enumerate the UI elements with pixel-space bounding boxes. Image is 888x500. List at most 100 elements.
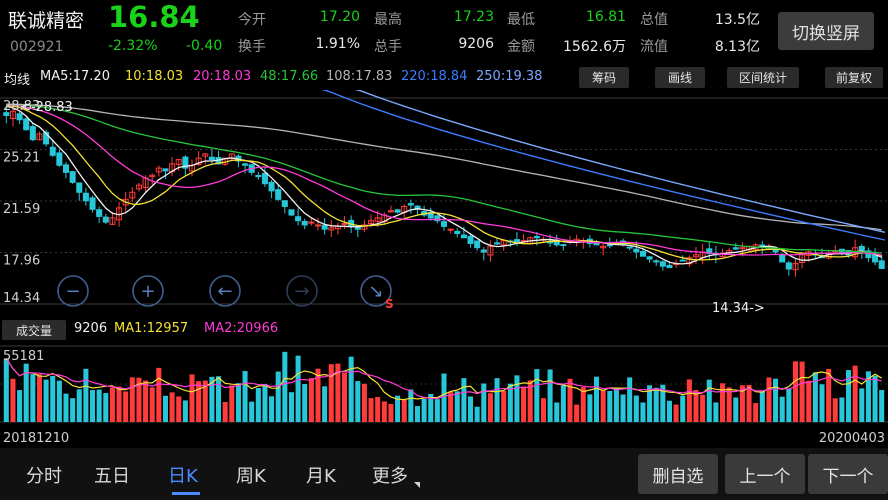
quote-value-total-value: 13.5亿 [714,12,760,28]
forward-icon-ring [286,275,318,307]
zoom-in-icon[interactable]: + [132,275,164,307]
volume-bar [182,400,188,422]
candle-body [878,260,885,269]
tab-monthly-k[interactable]: 月K [306,466,336,487]
volume-ma1: MA1:12957 [114,321,189,336]
volume-bar [494,378,500,422]
volume-indicator-button[interactable]: 成交量 [2,320,66,340]
collapse-icon[interactable]: ↘ [360,275,392,307]
candle-body [600,245,607,249]
volume-bar [189,374,195,422]
volume-bar [534,369,540,422]
volume-bar [454,391,460,422]
forward-adjust-button[interactable]: 前复权 [825,67,883,88]
volume-bar [395,395,401,422]
volume-bar [468,396,474,422]
candle-body [659,261,666,267]
next-stock-button[interactable]: 下一个 [808,454,888,494]
candle-body [149,174,156,178]
volume-bar [70,398,76,422]
volume-bar [812,372,818,422]
volume-bar [846,370,852,422]
volume-bar [779,396,785,422]
candle-body [96,209,103,217]
volume-bar [673,404,679,422]
candle-body [155,167,162,173]
candle-body [560,244,567,247]
candle-body [394,209,401,213]
ma-line-ma48 [6,103,882,254]
volume-bar [209,376,215,422]
tab-weekly-k[interactable]: 周K [236,466,266,487]
ma-value: 108:17.83 [326,69,393,84]
volume-bar [249,401,255,422]
volume-bar [229,385,235,422]
volume-chart[interactable]: 55181 20181210 20200403 [0,342,888,448]
volume-bar [680,395,686,422]
volume-bar [63,393,69,422]
volume-bar [507,383,513,422]
volume-bar [852,365,858,422]
volume-bar [474,406,480,422]
ma-line-ma5 [6,105,882,265]
back-icon[interactable]: ← [209,275,241,307]
moving-average-bar: 均线 MA5:17.20 10:18.03 20:18.03 48:17.66 … [0,64,888,90]
volume-bar [43,379,49,422]
ma-line-ma20 [6,104,882,256]
switch-portrait-button[interactable]: 切换竖屏 [778,12,874,50]
volume-bar [262,384,268,422]
quote-label-turnover: 换手 [238,39,266,55]
candle-body [43,131,50,145]
kline-chart[interactable]: 28.8325.2121.5917.9614.34<-28.8314.34-> … [0,90,888,318]
draw-line-button[interactable]: 画线 [655,67,705,88]
quote-value-volume: 9206 [458,36,494,52]
volume-bar [149,387,155,422]
ma-line-long [354,90,886,233]
candle-body [407,203,414,206]
volume-bar [448,392,454,422]
volume-bar [222,402,228,422]
x-end-label: 20200403 [819,431,885,446]
volume-bar [355,381,361,422]
change-percent: -2.32% [108,38,158,54]
volume-bar [620,394,626,422]
volume-bar [361,383,367,422]
max-price-label: <-28.83 [20,100,73,115]
quote-label-low: 最低 [507,12,535,28]
collapse-icon-glyph: ↘ [368,281,383,302]
candle-body [447,228,454,231]
tab-more[interactable]: 更多 [372,466,408,487]
volume-bar [647,385,653,422]
volume-bar [202,380,208,422]
chip-distribution-button[interactable]: 筹码 [579,67,629,88]
zoom-in-icon-glyph: + [140,281,155,302]
volume-bar [826,368,832,422]
range-stats-button[interactable]: 区间统计 [727,67,799,88]
quote-header: 联诚精密 002921 16.84 -2.32% -0.40 今开 17.20 … [0,0,888,62]
volume-bar [613,388,619,422]
volume-bar [282,351,288,422]
tab-five-day[interactable]: 五日 [94,466,130,487]
volume-bar [567,378,573,422]
candle-body [460,234,467,239]
volume-bar [759,390,765,422]
remove-favorite-button[interactable]: 删自选 [638,454,718,494]
candle-body [626,246,633,249]
tab-daily-k[interactable]: 日K [168,466,198,487]
quote-label-volume: 总手 [374,39,402,55]
candle-body [467,235,474,244]
candle-body [89,197,96,210]
zoom-out-icon[interactable]: − [57,275,89,307]
candle-body [102,216,109,223]
candle-body [368,220,375,225]
tab-intraday[interactable]: 分时 [26,466,62,487]
volume-bar [746,384,752,422]
quote-label-high: 最高 [374,12,402,28]
quote-label-total-value: 总值 [640,12,668,28]
volume-bar [633,395,639,422]
forward-icon[interactable]: → [286,275,318,307]
ma-line-ma10 [6,104,882,261]
volume-bar [56,380,62,422]
previous-stock-button[interactable]: 上一个 [725,454,805,494]
y-tick-label: 28.83 [3,99,40,114]
